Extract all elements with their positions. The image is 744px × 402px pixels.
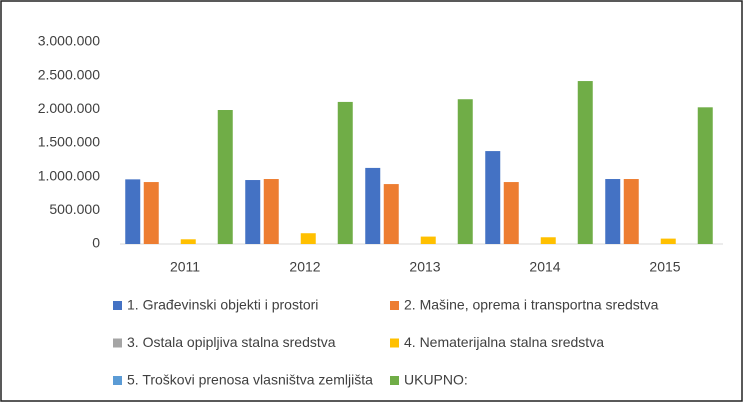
legend-swatch [390, 376, 399, 385]
bar [605, 179, 621, 244]
bar [540, 237, 556, 244]
bar [485, 151, 501, 244]
bar [217, 110, 233, 244]
bar [383, 184, 399, 244]
legend-swatch [390, 301, 399, 310]
bar [457, 99, 473, 244]
x-tick-label: 2011 [170, 259, 200, 275]
legend-swatch [113, 338, 122, 348]
bar [623, 179, 639, 244]
bar [660, 238, 676, 244]
bar [180, 239, 196, 244]
legend-label: UKUPNO: [404, 372, 468, 388]
bar [125, 179, 141, 244]
legend-label: 5. Troškovi prenosa vlasništva zemljišta [127, 372, 373, 388]
y-tick-label: 1.500.000 [38, 134, 100, 150]
y-tick-label: 500.000 [49, 201, 100, 217]
bar [577, 81, 593, 244]
y-tick-label: 2.500.000 [38, 66, 100, 82]
bar [245, 180, 261, 244]
bar [337, 101, 353, 244]
legend-label: 4. Nematerijalna stalna sredstva [404, 334, 604, 350]
x-tick-label: 2012 [289, 259, 320, 275]
bar [365, 167, 381, 244]
x-tick-label: 2015 [649, 259, 680, 275]
y-tick-label: 2.000.000 [38, 100, 100, 116]
bar [300, 233, 316, 244]
x-tick-label: 2013 [409, 259, 440, 275]
y-tick-label: 1.000.000 [38, 167, 100, 183]
bar [263, 179, 279, 244]
legend-swatch [390, 338, 399, 348]
y-tick-label: 3.000.000 [38, 33, 100, 49]
legend-label: 2. Mašine, oprema i transportna sredstva [404, 297, 659, 313]
bar [697, 107, 713, 245]
legend-swatch [113, 376, 122, 385]
x-tick-label: 2014 [529, 259, 560, 275]
y-tick-label: 0 [92, 235, 100, 251]
legend-label: 1. Građevinski objekti i prostori [127, 297, 318, 313]
legend-swatch [113, 301, 122, 310]
bar [420, 236, 436, 244]
legend-label: 3. Ostala opipljiva stalna sredstva [127, 334, 336, 350]
bar [143, 182, 159, 244]
bar [503, 182, 519, 244]
